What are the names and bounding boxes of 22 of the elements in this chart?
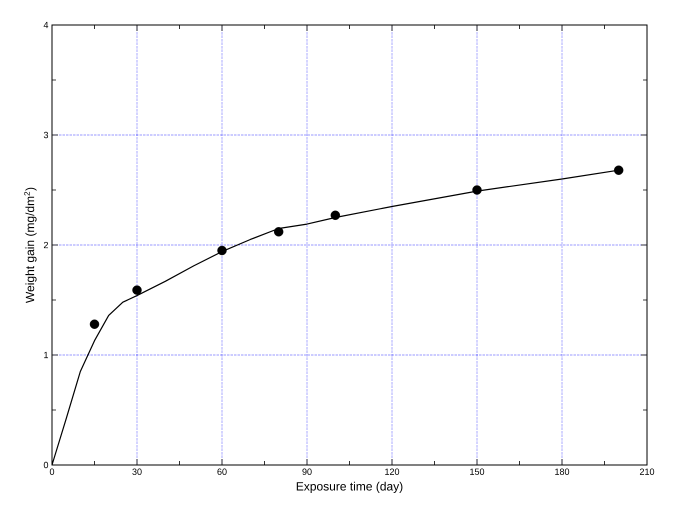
point [330,210,340,220]
y-tick-label: 4 [44,22,48,28]
point [614,166,624,175]
x-tick-label: 60 [217,468,227,475]
x-tick-label: 120 [385,468,400,475]
y-tick-label: 0 [44,462,48,468]
point [132,285,142,295]
x-tick-label: 30 [132,468,142,475]
x-axis-title: Exposure time (day) [296,482,402,493]
point [274,227,284,236]
y-axis-title: Weight gain (mg/dm$^{2}$) [24,188,37,304]
point [90,320,100,329]
x-tick-label: 210 [640,468,654,475]
y-tick-label: 2 [44,242,48,248]
x-tick-label: 150 [470,468,484,475]
point [472,185,482,195]
x-tick-label: 180 [555,468,570,475]
point [217,246,227,256]
y-tick-label: 3 [44,132,48,138]
x-tick-label: 90 [302,468,312,475]
x-tick-label: 0 [50,468,54,475]
y-tick-label: 1 [44,352,48,358]
